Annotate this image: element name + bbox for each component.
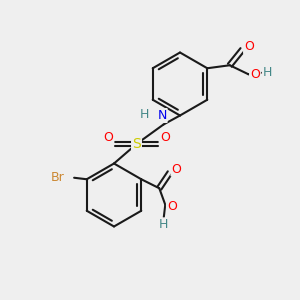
Text: H: H [140, 108, 149, 121]
Text: H: H [263, 66, 272, 79]
Text: S: S [132, 137, 141, 151]
Text: O: O [250, 68, 260, 81]
Text: O: O [160, 131, 169, 144]
Text: O: O [244, 40, 254, 53]
Text: H: H [159, 218, 169, 231]
Text: O: O [167, 200, 177, 213]
Text: Br: Br [51, 171, 64, 184]
Text: O: O [103, 131, 113, 144]
Text: O: O [171, 163, 181, 176]
Text: N: N [157, 109, 167, 122]
